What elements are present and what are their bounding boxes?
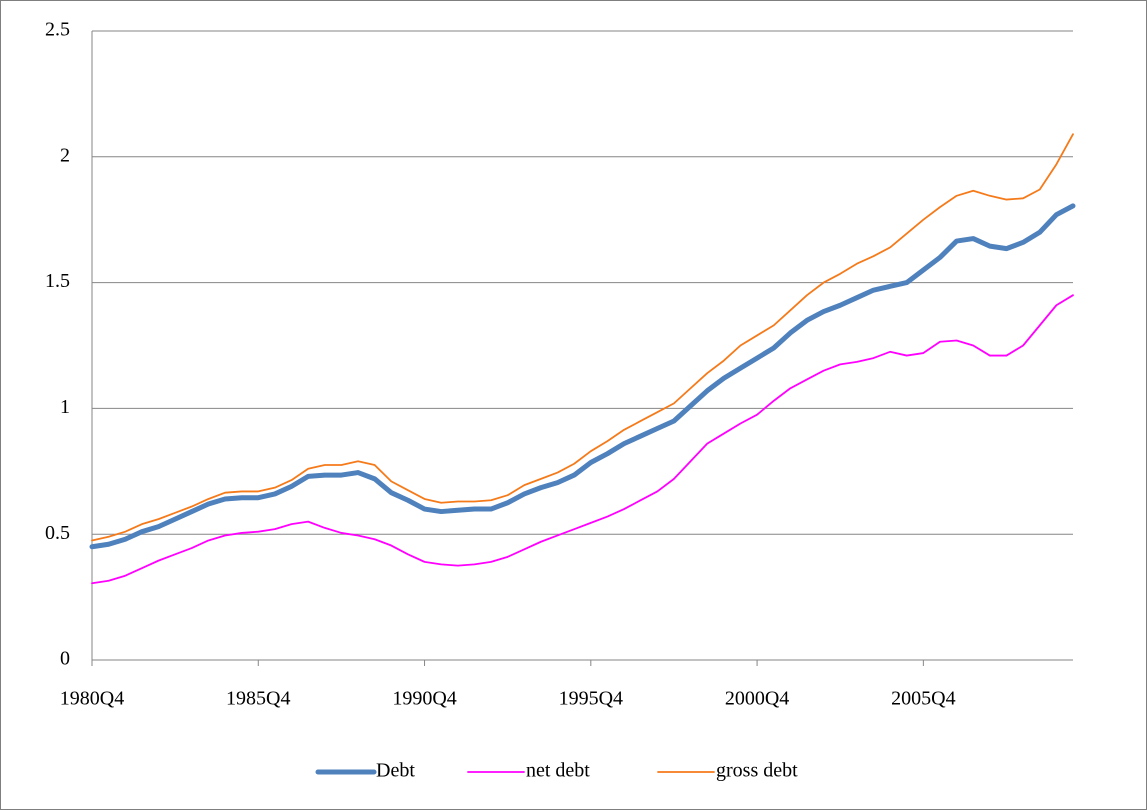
x-tick-label: 1990Q4 bbox=[392, 688, 456, 710]
x-tick-label: 2005Q4 bbox=[891, 688, 955, 710]
y-tick-label: 2 bbox=[60, 144, 70, 166]
y-tick-label: 0.5 bbox=[45, 522, 70, 544]
series-line bbox=[91, 133, 1074, 542]
y-tick-label: 2.5 bbox=[45, 19, 70, 41]
x-tick-label: 1985Q4 bbox=[226, 688, 290, 710]
y-tick-label: 0 bbox=[60, 648, 70, 670]
x-tick-label: 1995Q4 bbox=[559, 688, 623, 710]
legend-label: net debt bbox=[526, 760, 590, 782]
x-tick-label: 1980Q4 bbox=[60, 688, 124, 710]
legend-label: gross debt bbox=[716, 760, 798, 782]
legend-label: Debt bbox=[376, 760, 415, 782]
x-tick-label: 2000Q4 bbox=[725, 688, 789, 710]
series-line bbox=[89, 203, 1076, 550]
series-line bbox=[91, 294, 1074, 585]
y-tick-label: 1.5 bbox=[45, 270, 70, 292]
y-tick-label: 1 bbox=[60, 396, 70, 418]
